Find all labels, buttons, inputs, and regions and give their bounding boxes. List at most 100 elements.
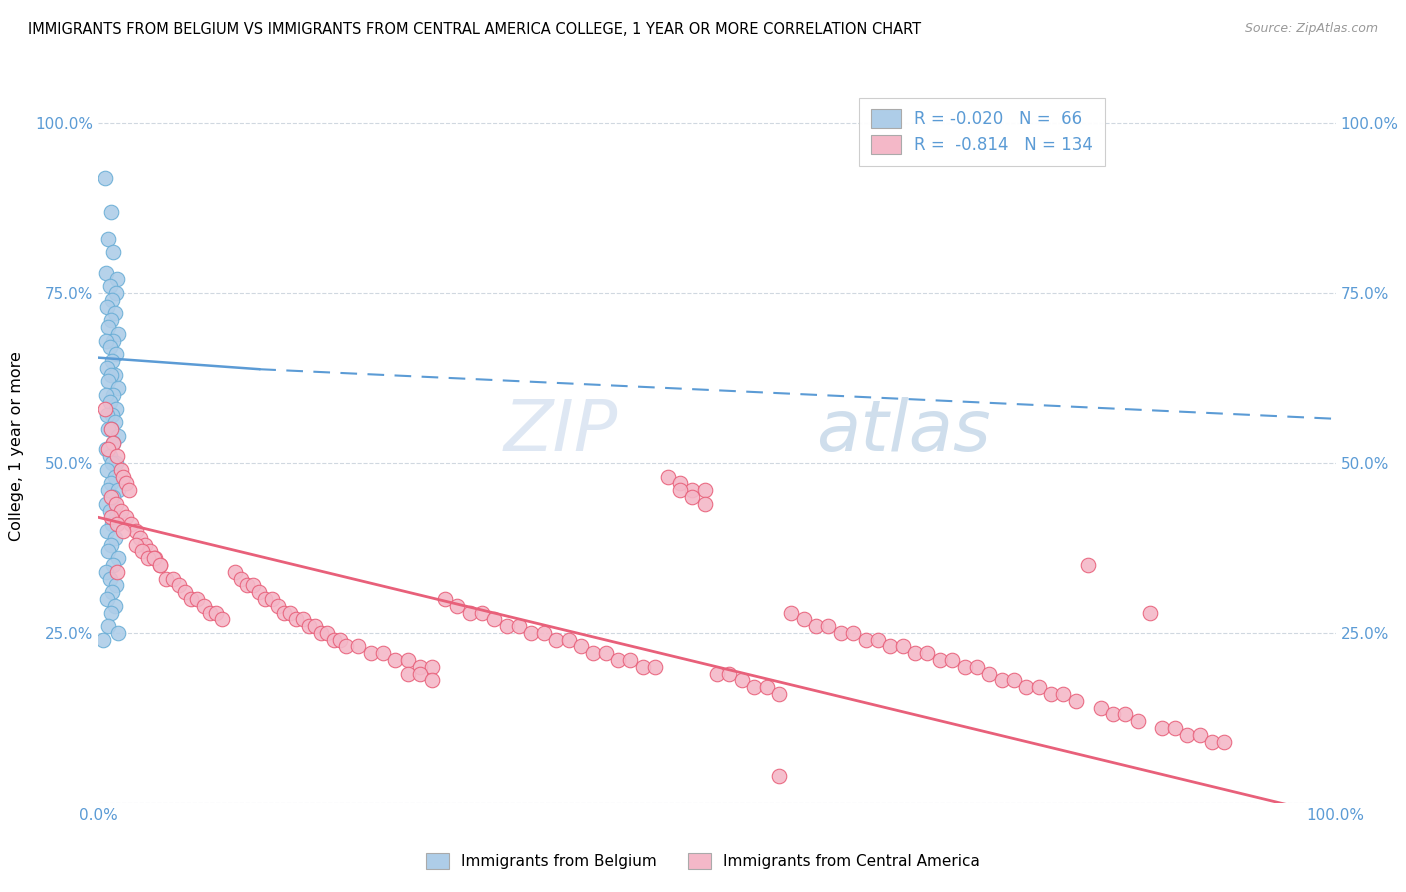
Point: [110, 503, 132, 517]
Point: [143, 551, 166, 566]
Point: [101, 517, 124, 532]
Point: [136, 551, 159, 566]
Point: [97, 544, 120, 558]
Point: [768, 687, 790, 701]
Point: [101, 409, 124, 423]
Point: [131, 544, 153, 558]
Point: [149, 558, 172, 572]
Point: [112, 524, 135, 538]
Point: [107, 626, 129, 640]
Point: [193, 599, 215, 613]
Point: [107, 551, 129, 566]
Point: [105, 272, 128, 286]
Point: [100, 606, 122, 620]
Text: Source: ZipAtlas.com: Source: ZipAtlas.com: [1244, 22, 1378, 36]
Point: [180, 591, 202, 606]
Point: [309, 626, 332, 640]
Point: [155, 572, 177, 586]
Point: [98, 279, 121, 293]
Point: [830, 626, 852, 640]
Point: [97, 442, 120, 457]
Point: [96, 591, 118, 606]
Point: [285, 612, 308, 626]
Point: [953, 660, 976, 674]
Point: [1126, 714, 1149, 729]
Point: [93, 632, 115, 647]
Point: [458, 606, 481, 620]
Point: [120, 517, 142, 532]
Point: [96, 300, 118, 314]
Y-axis label: College, 1 year or more: College, 1 year or more: [10, 351, 24, 541]
Point: [693, 497, 716, 511]
Point: [103, 334, 125, 348]
Point: [103, 435, 125, 450]
Text: ZIP: ZIP: [503, 397, 619, 467]
Point: [103, 245, 125, 260]
Point: [94, 442, 117, 457]
Point: [98, 341, 121, 355]
Point: [273, 606, 295, 620]
Point: [162, 572, 184, 586]
Point: [780, 606, 803, 620]
Point: [329, 632, 352, 647]
Legend: Immigrants from Belgium, Immigrants from Central America: Immigrants from Belgium, Immigrants from…: [420, 847, 986, 875]
Point: [1040, 687, 1063, 701]
Point: [101, 585, 124, 599]
Point: [433, 591, 456, 606]
Point: [409, 666, 432, 681]
Point: [1188, 728, 1211, 742]
Point: [316, 626, 339, 640]
Point: [114, 476, 136, 491]
Point: [98, 503, 121, 517]
Point: [100, 490, 122, 504]
Point: [484, 612, 506, 626]
Point: [107, 429, 129, 443]
Point: [607, 653, 630, 667]
Point: [97, 232, 120, 246]
Point: [198, 606, 221, 620]
Point: [298, 619, 321, 633]
Point: [96, 524, 118, 538]
Point: [842, 626, 865, 640]
Point: [104, 347, 127, 361]
Point: [101, 456, 124, 470]
Point: [1052, 687, 1074, 701]
Point: [979, 666, 1001, 681]
Point: [904, 646, 927, 660]
Point: [631, 660, 654, 674]
Point: [804, 619, 827, 633]
Point: [224, 565, 246, 579]
Point: [105, 449, 128, 463]
Point: [422, 673, 444, 688]
Point: [644, 660, 666, 674]
Point: [100, 368, 122, 382]
Point: [267, 599, 290, 613]
Point: [100, 537, 122, 551]
Point: [149, 558, 172, 572]
Point: [669, 476, 692, 491]
Point: [124, 537, 146, 551]
Point: [619, 653, 641, 667]
Point: [97, 320, 120, 334]
Point: [396, 653, 419, 667]
Point: [236, 578, 259, 592]
Point: [103, 558, 125, 572]
Point: [103, 469, 125, 483]
Point: [98, 449, 121, 463]
Point: [100, 510, 122, 524]
Point: [104, 286, 127, 301]
Point: [347, 640, 370, 654]
Legend: R = -0.020   N =  66, R =  -0.814   N = 134: R = -0.020 N = 66, R = -0.814 N = 134: [859, 97, 1105, 166]
Point: [755, 680, 778, 694]
Point: [657, 469, 679, 483]
Point: [1201, 734, 1223, 748]
Point: [103, 490, 125, 504]
Point: [595, 646, 617, 660]
Point: [103, 388, 125, 402]
Point: [98, 394, 121, 409]
Point: [97, 483, 120, 498]
Point: [100, 422, 122, 436]
Point: [335, 640, 357, 654]
Point: [409, 660, 432, 674]
Point: [97, 422, 120, 436]
